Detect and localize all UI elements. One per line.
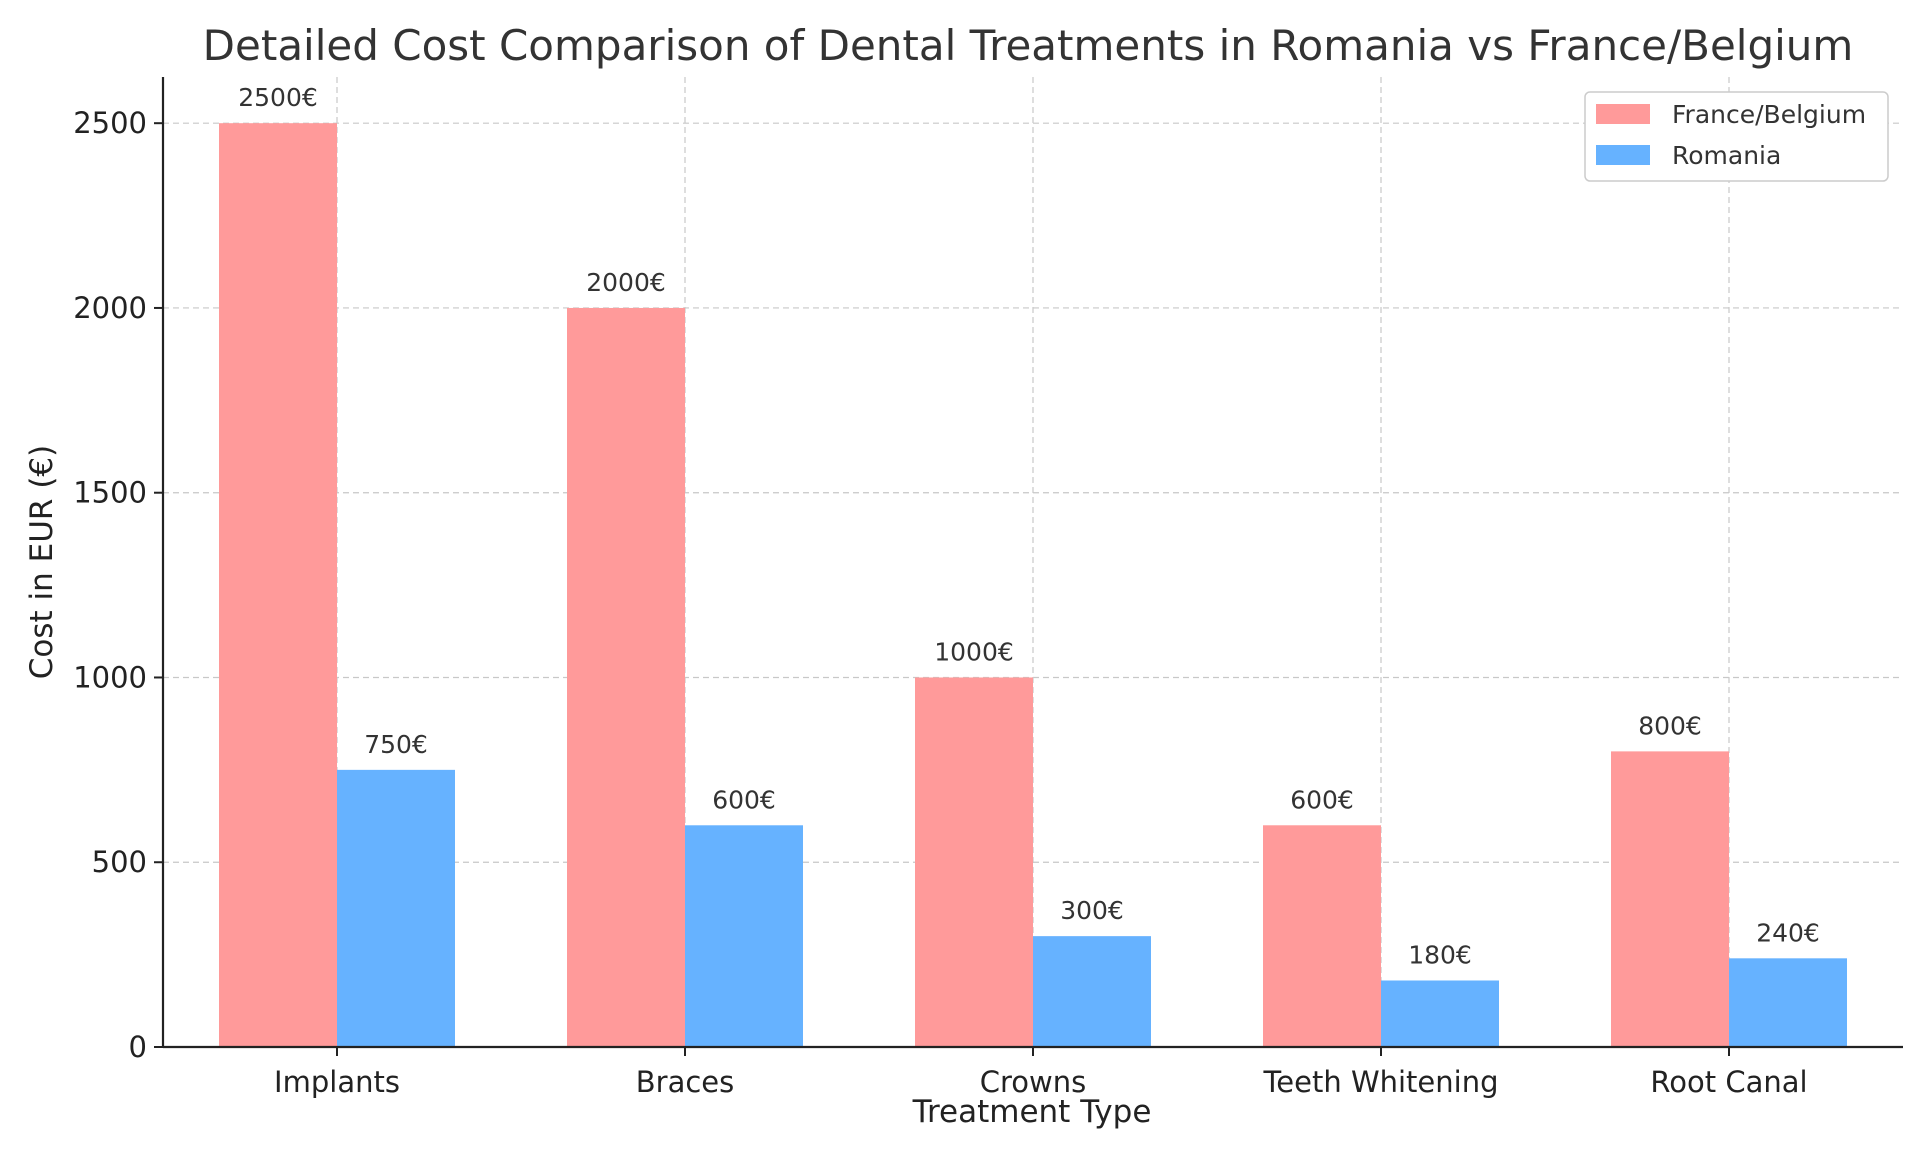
bar-france-belgium-braces	[567, 307, 685, 1047]
legend-swatch-romania	[1596, 145, 1650, 165]
x-axis-label: Treatment Type	[912, 1094, 1152, 1130]
bar-romania-teeth-whitening	[1381, 980, 1499, 1047]
bar-france-belgium-root-canal	[1611, 751, 1729, 1047]
bar-romania-root-canal	[1729, 958, 1847, 1047]
data-label-france-belgium-teeth-whitening: 600€	[1290, 785, 1354, 814]
bar-france-belgium-implants	[219, 123, 337, 1047]
data-label-france-belgium-braces: 2000€	[586, 268, 666, 297]
x-tick-label-implants: Implants	[274, 1065, 400, 1099]
data-label-france-belgium-crowns: 1000€	[934, 637, 1014, 666]
legend-frame	[1584, 91, 1889, 182]
legend: France/Belgium Romania	[1584, 91, 1889, 182]
data-label-romania-braces: 600€	[712, 785, 776, 814]
data-label-france-belgium-root-canal: 800€	[1638, 711, 1702, 740]
bar-france-belgium-teeth-whitening	[1263, 825, 1381, 1047]
x-tick-label-crowns: Crowns	[980, 1065, 1086, 1099]
legend-label-france-belgium: France/Belgium	[1672, 100, 1866, 129]
bar-romania-crowns	[1033, 936, 1151, 1047]
bar-romania-implants	[337, 769, 455, 1047]
data-label-romania-implants: 750€	[364, 730, 428, 759]
y-tick-label: 0	[129, 1030, 147, 1064]
bars	[219, 123, 1847, 1047]
legend-label-romania: Romania	[1672, 141, 1781, 170]
y-tick-label: 2500	[73, 106, 147, 140]
data-label-france-belgium-implants: 2500€	[238, 83, 318, 112]
data-label-romania-teeth-whitening: 180€	[1408, 940, 1472, 969]
x-tick-label-braces: Braces	[636, 1065, 734, 1099]
data-label-romania-crowns: 300€	[1060, 896, 1124, 925]
data-label-romania-root-canal: 240€	[1756, 918, 1820, 947]
y-tick-label: 1000	[73, 660, 147, 694]
legend-swatch-france-belgium	[1596, 104, 1650, 124]
y-tick-label: 1500	[73, 476, 147, 510]
data-labels: 2500€ 2000€ 1000€ 600€ 800€ 750€ 600€ 300€ 180€ 2…	[238, 83, 1820, 969]
x-tick-label-root-canal: Root Canal	[1650, 1065, 1807, 1099]
y-tick-label: 500	[92, 845, 147, 879]
bar-france-belgium-crowns	[915, 677, 1033, 1047]
y-tick-label: 2000	[73, 291, 147, 325]
ticks: 0 500 1000 1500 2000 2500 Implants Braces Crowns…	[73, 106, 1807, 1099]
chart-title: Detailed Cost Comparison of Dental Treat…	[203, 21, 1854, 70]
y-axis-label: Cost in EUR (€)	[24, 445, 60, 679]
x-tick-label-teeth-whitening: Teeth Whitening	[1263, 1065, 1499, 1099]
bar-romania-braces	[685, 825, 803, 1047]
